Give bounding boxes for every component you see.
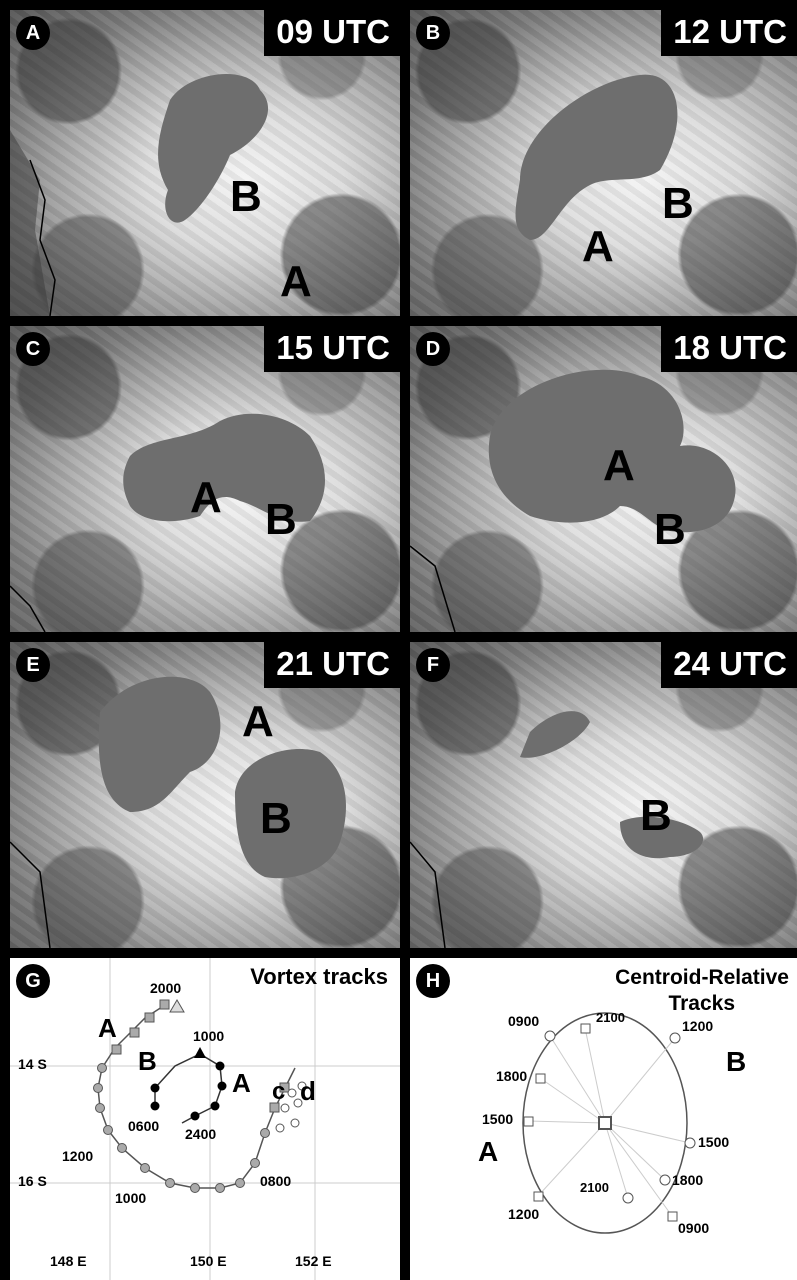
lon-label: 148 E (50, 1253, 87, 1269)
panel-badge: F (416, 648, 450, 682)
vortex-label: A (280, 257, 312, 306)
centroid-relative-tracks-panel: H Centroid-Relative Tracks A B 0900 2100… (410, 958, 797, 1280)
cloud-overlay (410, 711, 704, 948)
panel-badge: C (16, 332, 50, 366)
panel-title: Vortex tracks (250, 964, 388, 989)
vortex-label: A (98, 1013, 117, 1043)
centroid-relative-diagram (522, 1012, 696, 1234)
panel-title: Tracks (668, 992, 735, 1015)
time-label: 2000 (150, 980, 182, 996)
panel-badge: B (416, 16, 450, 50)
vortex-label: B (138, 1046, 157, 1076)
time-label: 1200 (508, 1206, 540, 1222)
panel-title: Centroid-Relative (615, 966, 789, 989)
time-label: 0800 (260, 1173, 292, 1189)
satellite-panel-d: D 18 UTC A B (410, 326, 797, 632)
vortex-label: d (300, 1076, 316, 1106)
lat-label: 14 S (18, 1056, 47, 1072)
time-label: 1200 (62, 1148, 94, 1164)
time-label: 12 UTC (661, 10, 797, 56)
time-label: 2100 (596, 1010, 625, 1025)
satellite-panel-c: C 15 UTC A B (10, 326, 400, 632)
time-label: 0900 (508, 1013, 540, 1029)
panel-badge: H (416, 964, 450, 998)
cloud-overlay (410, 369, 736, 632)
cloud-overlay (10, 73, 269, 316)
time-label: 24 UTC (661, 642, 797, 688)
vortex-label: A (242, 697, 274, 746)
vortex-label: A (190, 473, 222, 522)
lon-label: 150 E (190, 1253, 227, 1269)
satellite-panel-f: F 24 UTC B (410, 642, 797, 948)
time-label: 1500 (482, 1111, 514, 1127)
time-label: 1000 (193, 1028, 225, 1044)
vortex-label: B (726, 1046, 747, 1077)
vortex-label: A (232, 1068, 251, 1098)
cloud-overlay (10, 676, 346, 948)
cloud-overlay (515, 74, 678, 240)
time-label: 1000 (115, 1190, 147, 1206)
panel-badge: A (16, 16, 50, 50)
vortex-label: B (654, 505, 686, 554)
satellite-panel-a: A 09 UTC B A (10, 10, 400, 316)
time-label: 0600 (128, 1118, 160, 1134)
panel-badge: E (16, 648, 50, 682)
time-label: 1800 (496, 1068, 528, 1084)
vortex-label: B (260, 794, 292, 843)
vortex-label: A (582, 222, 614, 271)
time-label: 21 UTC (264, 642, 400, 688)
vortex-label: B (265, 495, 297, 544)
time-label: 18 UTC (661, 326, 797, 372)
vortex-label: B (662, 179, 694, 228)
vortex-tracks-diagram (10, 958, 400, 1280)
vortex-label: c (272, 1078, 286, 1105)
time-label: 2100 (580, 1180, 609, 1195)
time-label: 1800 (672, 1172, 704, 1188)
vortex-label: A (478, 1136, 499, 1167)
satellite-panel-e: E 21 UTC A B (10, 642, 400, 948)
lat-label: 16 S (18, 1173, 47, 1189)
time-label: 1200 (682, 1018, 714, 1034)
time-label: 1500 (698, 1134, 730, 1150)
vortex-label: B (230, 172, 262, 221)
panel-badge: G (16, 964, 50, 998)
lon-label: 152 E (295, 1253, 332, 1269)
time-label: 0900 (678, 1220, 710, 1236)
time-label: 15 UTC (264, 326, 400, 372)
time-label: 09 UTC (264, 10, 400, 56)
vortex-tracks-panel: G Vortex tracks 14 S 16 S 148 E 150 E 15… (10, 958, 400, 1280)
vortex-label: B (640, 791, 672, 840)
satellite-panel-b: B 12 UTC A B (410, 10, 797, 316)
cloud-overlay (10, 413, 325, 632)
vortex-label: A (603, 441, 635, 490)
time-label: 2400 (185, 1126, 217, 1142)
panel-badge: D (416, 332, 450, 366)
